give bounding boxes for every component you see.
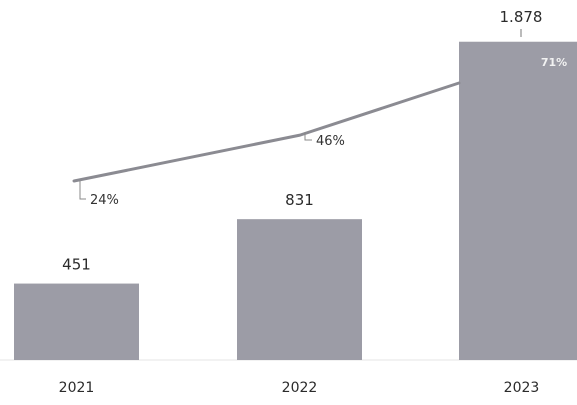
x-tick-2021: 2021 <box>59 380 95 396</box>
bar-2022 <box>237 219 362 360</box>
bar-2023 <box>459 41 577 360</box>
pct-leader-2022 <box>304 132 312 141</box>
pct-label-2021: 24% <box>90 193 119 208</box>
x-tick-2022: 2022 <box>282 380 318 396</box>
value-label-2021: 451 <box>62 256 91 274</box>
pct-label-2022: 46% <box>316 134 345 149</box>
pct-leader-2021 <box>79 181 86 200</box>
value-label-2022: 831 <box>285 191 314 209</box>
bar-series <box>14 41 577 360</box>
x-axis-ticks: 2021 2022 2023 <box>59 380 540 396</box>
percentage-line <box>72 81 461 183</box>
pct-label-2023: 71% <box>541 56 567 69</box>
data-labels: 451 831 1.878 24% 46% 71% <box>62 8 567 274</box>
value-label-2023: 1.878 <box>500 8 543 26</box>
bar-2021 <box>14 283 139 360</box>
x-tick-2023: 2023 <box>504 380 540 396</box>
percentage-line-series <box>72 81 461 200</box>
